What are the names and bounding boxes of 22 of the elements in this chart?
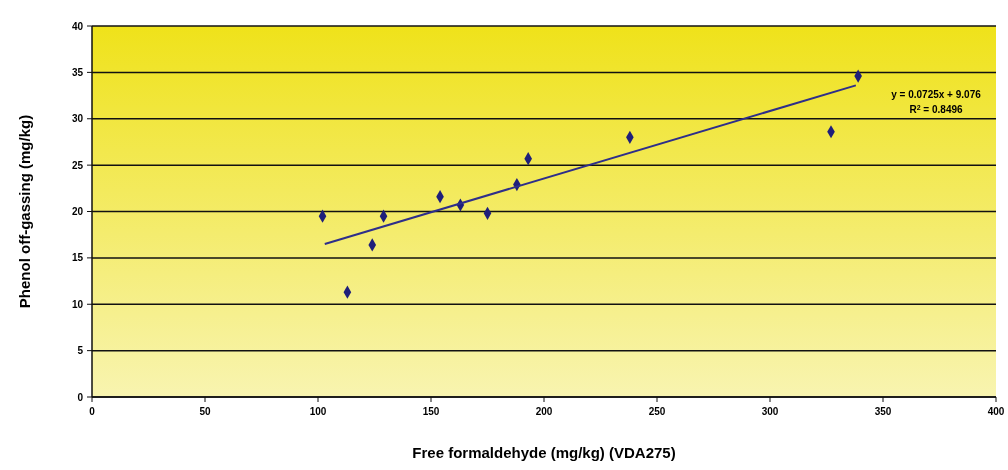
y-axis-title: Phenol off-gassing (mg/kg) xyxy=(16,114,33,309)
annotation: y = 0.0725x + 9.076 xyxy=(891,89,982,100)
x-tick-label: 350 xyxy=(874,406,892,417)
y-tick-label: 30 xyxy=(71,113,84,125)
y-tick-label: 0 xyxy=(77,391,84,403)
annotation: R$^{2}$ = 0.8496 xyxy=(909,103,963,115)
x-tick-label: 150 xyxy=(422,406,440,417)
x-tick-label: 250 xyxy=(648,406,666,417)
x-axis-title: Free formaldehyde (mg/kg) (VDA275) xyxy=(412,444,676,461)
x-tick-label: 50 xyxy=(199,406,211,417)
y-tick-label: 15 xyxy=(71,252,84,264)
y-tick-label: 40 xyxy=(71,20,84,32)
x-tick-label: 200 xyxy=(535,406,553,417)
y-tick-label: 20 xyxy=(71,206,84,217)
x-tick-label: 400 xyxy=(987,406,1005,417)
y-tick-label: 5 xyxy=(77,345,84,357)
y-tick-label: 10 xyxy=(71,298,84,310)
y-tick-label: 25 xyxy=(71,159,84,171)
x-tick-label: 0 xyxy=(89,406,96,417)
y-tick-label: 35 xyxy=(71,66,84,78)
x-tick-label: 300 xyxy=(761,406,779,417)
x-tick-label: 100 xyxy=(309,406,327,417)
